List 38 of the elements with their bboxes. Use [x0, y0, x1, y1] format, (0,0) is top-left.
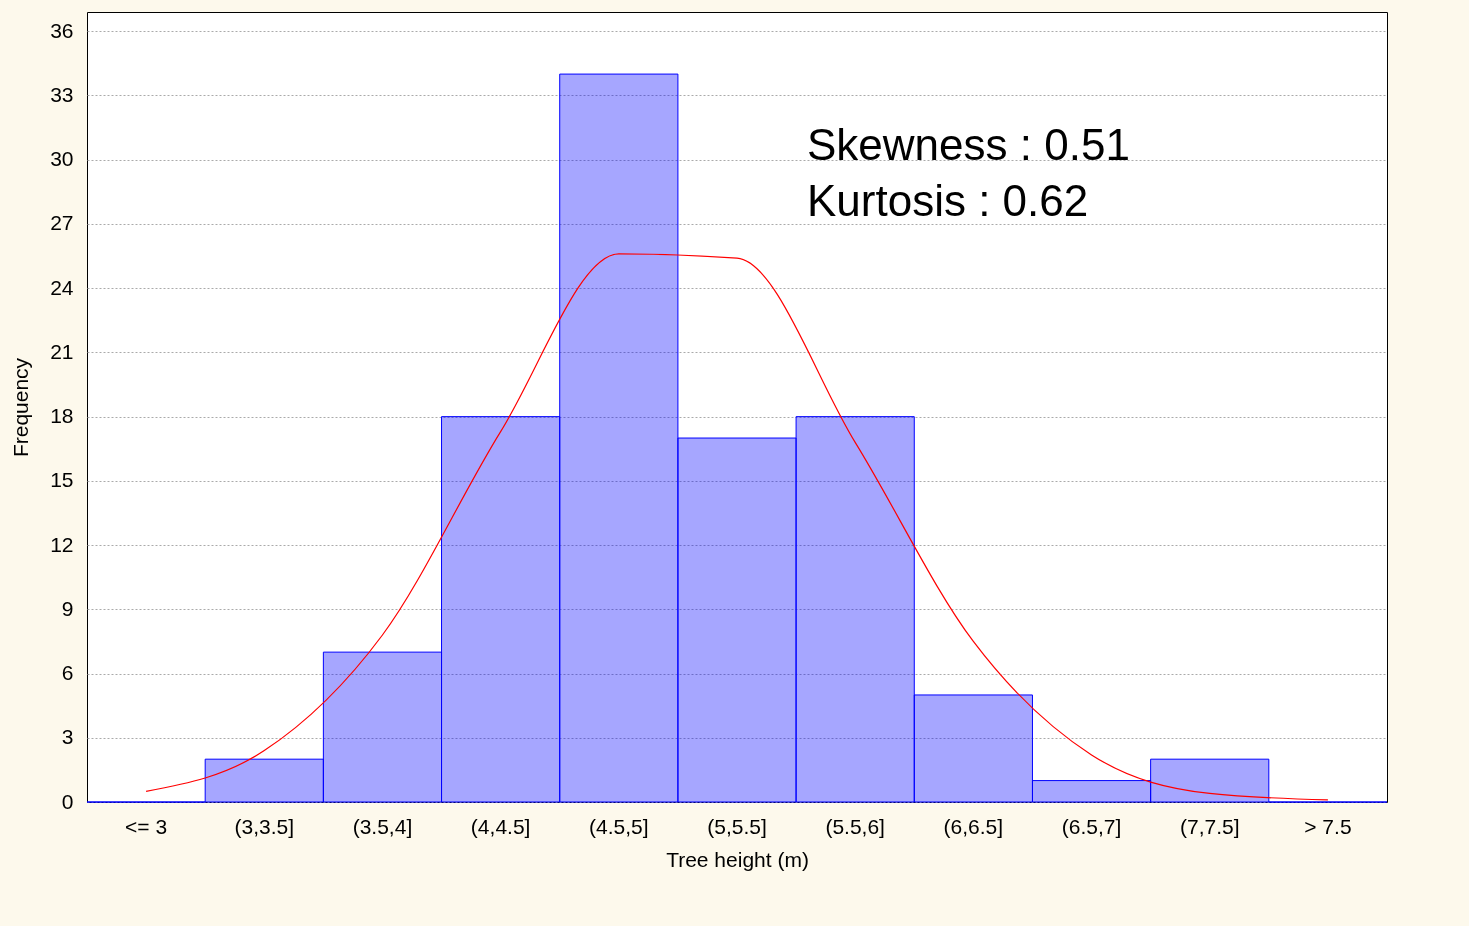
y-tick-label: 0 — [61, 789, 74, 813]
y-tick-label: 12 — [50, 532, 74, 556]
annotation: Skewness : 0.51 — [807, 120, 1130, 169]
y-tick-label: 9 — [61, 596, 74, 620]
bar — [1031, 780, 1152, 803]
bar — [204, 758, 324, 803]
y-tick-label: 24 — [50, 275, 74, 299]
bar — [795, 416, 915, 803]
y-tick-label: 3 — [61, 725, 74, 749]
bar — [913, 694, 1033, 803]
bar — [441, 416, 561, 803]
y-tick-label: 15 — [50, 468, 74, 492]
x-tick-label: (3,3.5] — [234, 814, 295, 838]
y-tick-label: 33 — [50, 83, 74, 106]
y-tick-label: 30 — [50, 147, 74, 171]
bar — [677, 437, 797, 803]
y-tick-label: 21 — [50, 339, 74, 363]
bar — [322, 651, 443, 803]
x-tick-label: (4,4.5] — [470, 814, 531, 838]
x-axis-title: Tree height (m) — [666, 847, 809, 871]
y-tick-label: 18 — [50, 404, 74, 428]
y-axis-title: Frequency — [9, 357, 33, 458]
y-tick-label: 6 — [61, 661, 74, 685]
x-tick-label: (6.5,7] — [1061, 814, 1122, 838]
x-tick-label: <= 3 — [125, 814, 168, 838]
bar — [1150, 758, 1270, 803]
x-tick-label: (6,6.5] — [943, 814, 1004, 838]
annotation: Kurtosis : 0.62 — [807, 176, 1089, 225]
x-tick-label: (4.5,5] — [589, 814, 649, 838]
y-tick-label: 27 — [50, 211, 74, 235]
y-tick-label: 36 — [50, 18, 74, 42]
x-tick-label: (5.5,6] — [825, 814, 885, 838]
bar — [559, 73, 679, 803]
x-tick-label: > 7.5 — [1304, 814, 1352, 838]
x-tick-label: (3.5,4] — [352, 814, 413, 838]
x-tick-label: (7,7.5] — [1179, 814, 1240, 838]
x-tick-label: (5,5.5] — [707, 814, 767, 838]
line-series — [145, 253, 1329, 801]
